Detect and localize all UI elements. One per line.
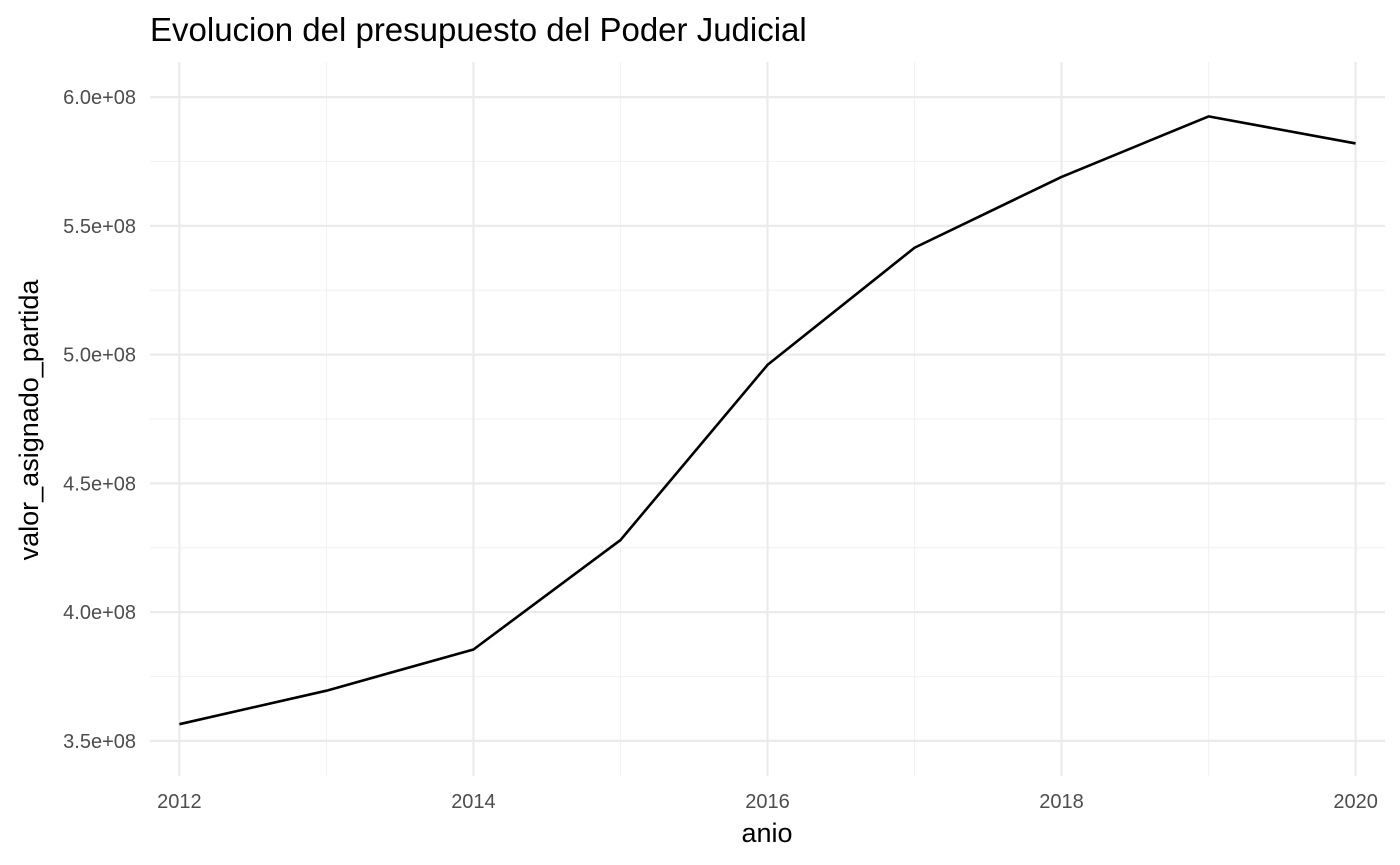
y-axis-title: valor_asignado_partida (14, 279, 44, 561)
y-tick-label: 4.5e+08 (63, 473, 136, 495)
x-tick-label: 2016 (745, 791, 790, 813)
x-tick-label: 2018 (1039, 791, 1084, 813)
x-axis-title: anio (741, 818, 792, 848)
x-axis-tick-labels: 2012 2014 2016 2018 2020 (157, 791, 1378, 813)
y-axis-tick-labels: 3.5e+08 4.0e+08 4.5e+08 5.0e+08 5.5e+08 6.0e+… (63, 87, 136, 753)
x-tick-label: 2014 (451, 791, 496, 813)
x-tick-label: 2012 (157, 791, 202, 813)
y-tick-label: 4.0e+08 (63, 602, 136, 624)
y-tick-label: 5.5e+08 (63, 216, 136, 238)
chart-title: Evolucion del presupuesto del Poder Judi… (150, 11, 807, 48)
series-line-valor-asignado-partida (179, 115, 1356, 726)
major-gridlines-y (150, 95, 1385, 743)
major-gridlines-x (178, 62, 1357, 776)
x-tick-label: 2020 (1333, 791, 1378, 813)
y-tick-label: 6.0e+08 (63, 87, 136, 109)
y-tick-label: 5.0e+08 (63, 345, 136, 367)
y-tick-label: 3.5e+08 (63, 731, 136, 753)
